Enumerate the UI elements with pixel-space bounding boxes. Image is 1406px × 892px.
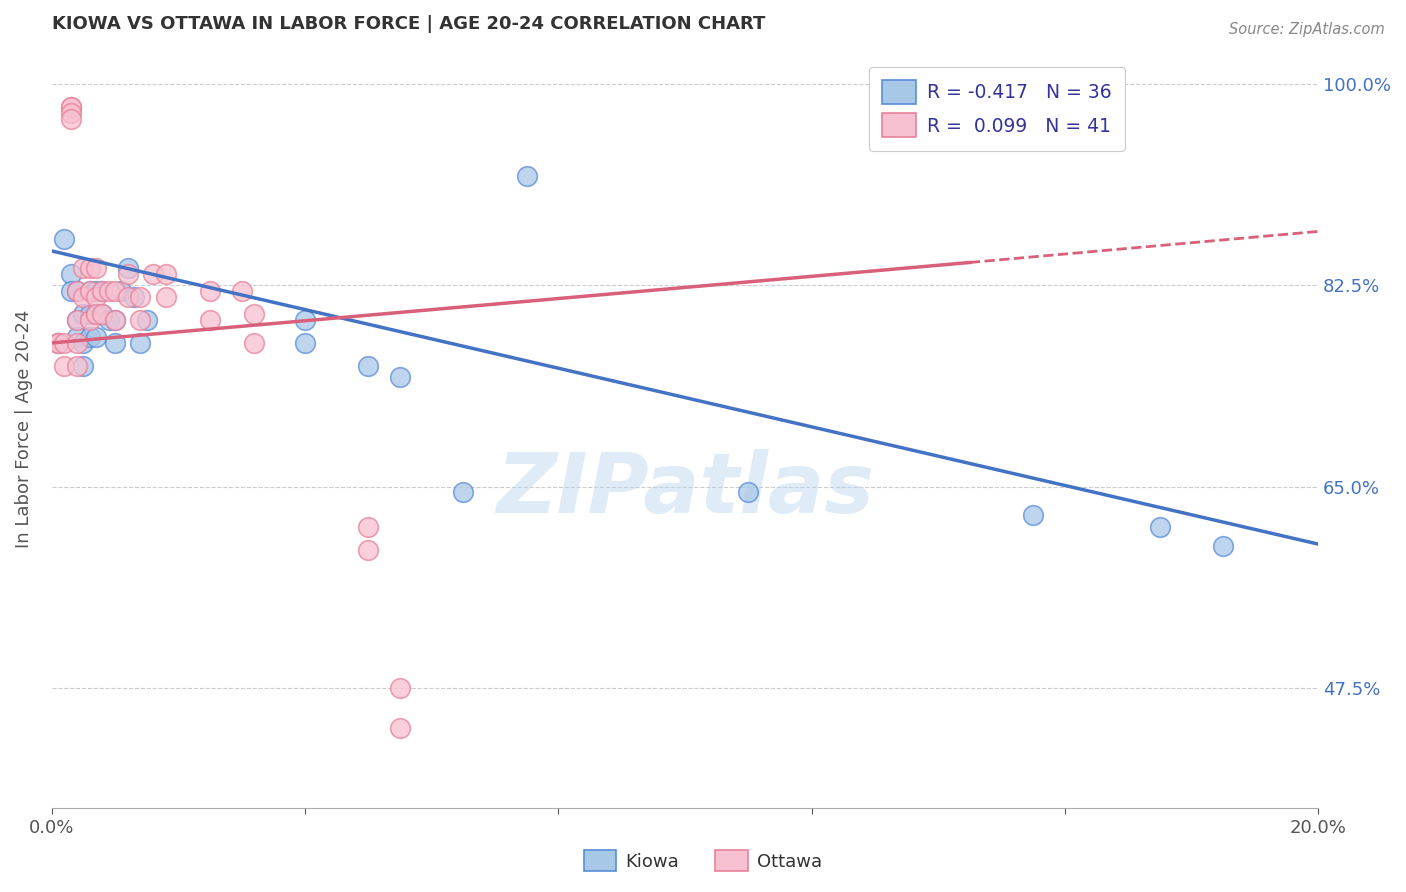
Point: [66, 335, 89, 350]
Legend: R = -0.417   N = 36, R =  0.099   N = 41: R = -0.417 N = 36, R = 0.099 N = 41: [869, 67, 1125, 151]
Point: [135, 313, 157, 327]
Point: [388, 370, 411, 384]
Point: [59, 100, 82, 114]
Point: [117, 261, 139, 276]
Point: [97, 313, 120, 327]
Point: [59, 267, 82, 281]
Point: [104, 335, 127, 350]
Point: [388, 721, 411, 735]
Point: [198, 313, 221, 327]
Point: [66, 359, 89, 373]
Point: [46, 335, 69, 350]
Point: [243, 307, 266, 321]
Point: [79, 330, 101, 344]
Point: [59, 284, 82, 298]
Point: [129, 335, 152, 350]
Point: [53, 232, 76, 246]
Point: [84, 330, 107, 344]
Point: [79, 307, 101, 321]
Point: [46, 335, 69, 350]
Text: ZIPatlas: ZIPatlas: [496, 450, 875, 531]
Point: [53, 335, 76, 350]
Point: [66, 313, 89, 327]
Point: [72, 290, 94, 304]
Point: [79, 284, 101, 298]
Point: [737, 485, 759, 500]
Point: [84, 307, 107, 321]
Point: [453, 485, 475, 500]
Point: [516, 169, 538, 184]
Point: [72, 261, 94, 276]
Point: [72, 359, 94, 373]
Point: [84, 307, 107, 321]
Point: [1149, 520, 1171, 534]
Legend: Kiowa, Ottawa: Kiowa, Ottawa: [576, 843, 830, 879]
Point: [142, 267, 165, 281]
Point: [129, 290, 152, 304]
Point: [72, 335, 94, 350]
Point: [79, 261, 101, 276]
Point: [294, 335, 316, 350]
Point: [91, 284, 114, 298]
Point: [155, 290, 177, 304]
Point: [66, 284, 89, 298]
Point: [231, 284, 253, 298]
Point: [117, 290, 139, 304]
Y-axis label: In Labor Force | Age 20-24: In Labor Force | Age 20-24: [15, 310, 32, 549]
Point: [59, 100, 82, 114]
Point: [1212, 540, 1234, 554]
Point: [91, 307, 114, 321]
Point: [66, 330, 89, 344]
Point: [53, 359, 76, 373]
Point: [66, 284, 89, 298]
Point: [357, 359, 380, 373]
Point: [357, 542, 380, 557]
Point: [59, 112, 82, 126]
Point: [84, 261, 107, 276]
Point: [59, 106, 82, 120]
Point: [104, 313, 127, 327]
Point: [84, 284, 107, 298]
Point: [46, 335, 69, 350]
Point: [79, 284, 101, 298]
Text: KIOWA VS OTTAWA IN LABOR FORCE | AGE 20-24 CORRELATION CHART: KIOWA VS OTTAWA IN LABOR FORCE | AGE 20-…: [52, 15, 765, 33]
Point: [110, 284, 132, 298]
Point: [198, 284, 221, 298]
Point: [1022, 508, 1045, 523]
Text: Source: ZipAtlas.com: Source: ZipAtlas.com: [1229, 22, 1385, 37]
Point: [357, 520, 380, 534]
Point: [388, 681, 411, 695]
Point: [84, 290, 107, 304]
Point: [122, 290, 145, 304]
Point: [117, 267, 139, 281]
Point: [66, 313, 89, 327]
Point: [91, 284, 114, 298]
Point: [97, 284, 120, 298]
Point: [79, 313, 101, 327]
Point: [294, 313, 316, 327]
Point: [104, 313, 127, 327]
Point: [129, 313, 152, 327]
Point: [104, 284, 127, 298]
Point: [91, 307, 114, 321]
Point: [155, 267, 177, 281]
Point: [243, 335, 266, 350]
Point: [72, 307, 94, 321]
